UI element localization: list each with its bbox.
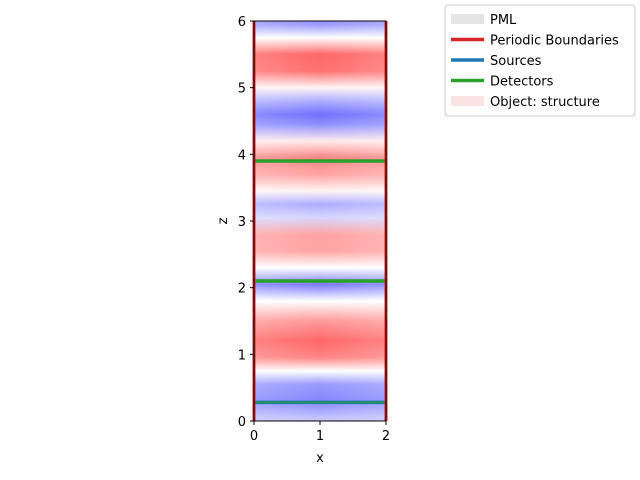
legend-swatch-4 (451, 96, 484, 106)
legend-label-2: Sources (490, 54, 542, 69)
y-axis-label: z (216, 217, 231, 224)
y-axis: 0 1 2 3 4 5 6 (238, 15, 254, 430)
x-tick-label-2: 2 (382, 429, 390, 444)
x-tick-label-1: 1 (316, 429, 324, 444)
legend-label-4: Object: structure (490, 95, 600, 110)
x-axis-label: x (316, 451, 324, 466)
y-tick-label-1: 1 (238, 348, 246, 363)
field-edge-shade (254, 21, 386, 421)
y-tick-label-3: 3 (238, 215, 246, 230)
x-tick-label-0: 0 (250, 429, 258, 444)
plot-area (252, 20, 388, 422)
legend-frame (444, 4, 636, 117)
y-tick-label-5: 5 (238, 82, 246, 97)
y-tick-label-2: 2 (238, 282, 246, 297)
legend-label-1: Periodic Boundaries (490, 34, 619, 49)
legend-label-3: Detectors (490, 75, 554, 90)
y-tick-label-0: 0 (238, 415, 246, 430)
y-tick-label-4: 4 (238, 148, 246, 163)
legend: PML Periodic Boundaries Sources Detectors Ob… (444, 4, 636, 117)
y-tick-label-6: 6 (238, 15, 246, 30)
legend-swatch-0 (451, 14, 484, 24)
legend-label-0: PML (490, 13, 517, 28)
x-axis: 0 1 2 (250, 421, 390, 444)
